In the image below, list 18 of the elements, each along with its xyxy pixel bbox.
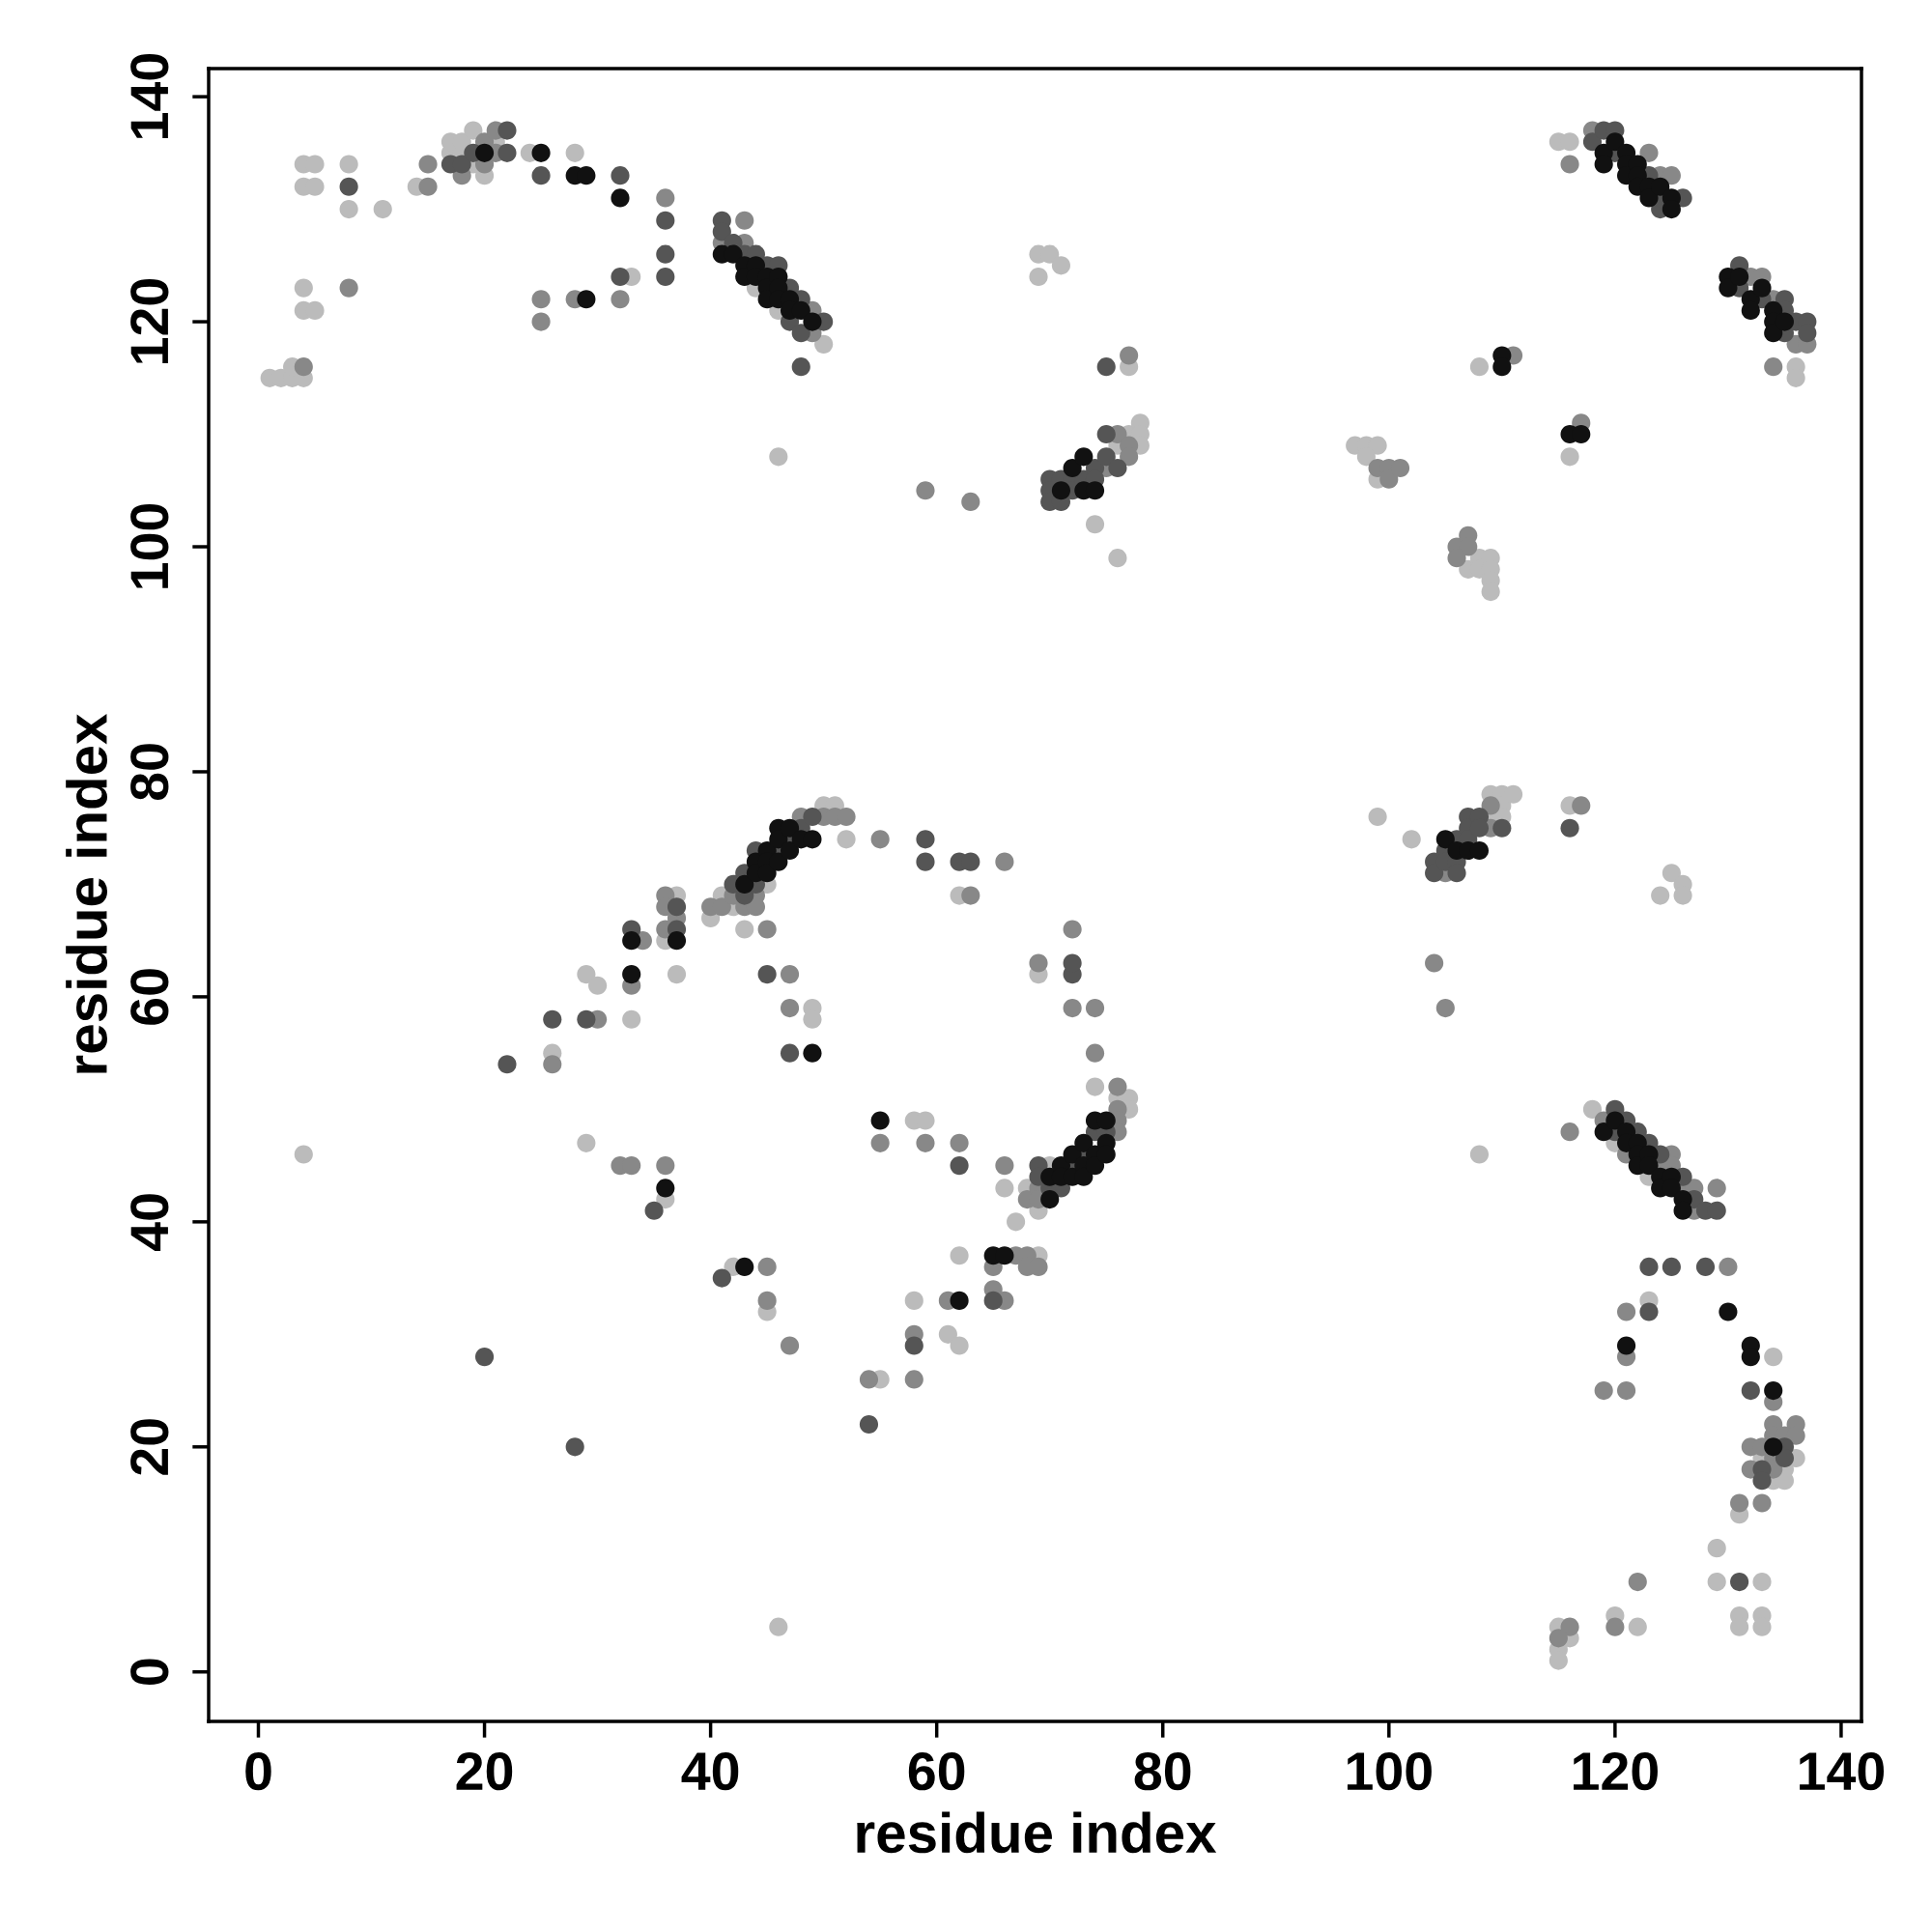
x-tick-label: 100 — [1347, 1752, 1432, 1791]
y-tick-label: 120 — [130, 278, 169, 363]
y-tick-label: 80 — [130, 744, 169, 801]
y-tick-label: 20 — [130, 1419, 169, 1475]
y-tick-label: 40 — [130, 1194, 169, 1251]
y-tick-label: 60 — [130, 969, 169, 1025]
y-tick-label: 140 — [130, 54, 169, 138]
x-tick-label: 20 — [456, 1752, 513, 1791]
x-tick-label: 0 — [245, 1752, 271, 1791]
x-tick-label: 40 — [681, 1752, 739, 1791]
y-axis-title: residue index — [66, 713, 108, 1073]
x-tick-label: 80 — [1134, 1752, 1191, 1791]
y-tick-label: 0 — [130, 1659, 169, 1685]
x-tick-label: 140 — [1800, 1752, 1885, 1791]
y-tick-label: 100 — [130, 503, 169, 588]
x-tick-label: 60 — [908, 1752, 965, 1791]
x-tick-label: 120 — [1574, 1752, 1658, 1791]
x-axis-title: residue index — [857, 1811, 1217, 1854]
